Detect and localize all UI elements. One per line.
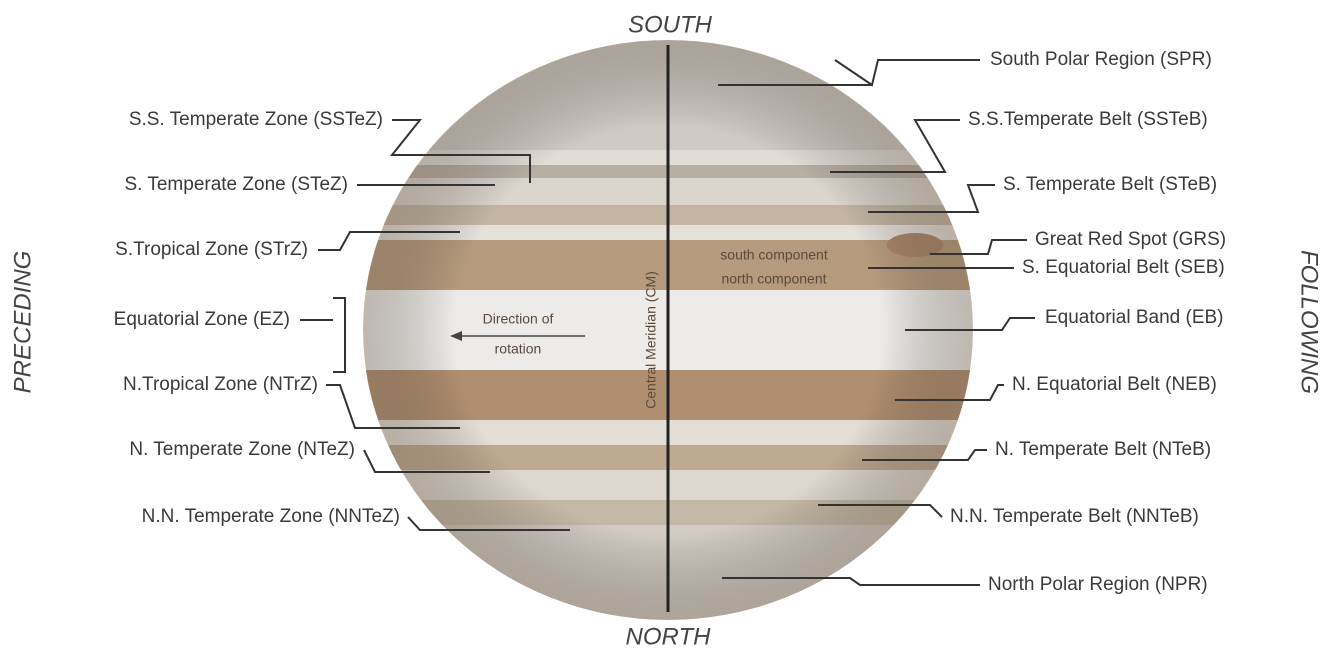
belt-label: Great Red Spot (GRS) <box>1035 229 1226 250</box>
zone-label: N. Temperate Zone (NTeZ) <box>129 439 355 460</box>
belt-label: N. Temperate Belt (NTeB) <box>995 439 1211 460</box>
seb-component: south component <box>720 247 828 263</box>
leader-line <box>830 119 960 173</box>
belt-label: N.N. Temperate Belt (NNTeB) <box>950 506 1199 527</box>
leader-line <box>905 317 1035 331</box>
zone-label: S. Temperate Zone (STeZ) <box>124 174 348 195</box>
zone-label: N.N. Temperate Zone (NNTeZ) <box>142 506 400 527</box>
leader-line <box>818 504 943 518</box>
belt-label: S.S.Temperate Belt (SSTeB) <box>968 109 1208 130</box>
leader-line <box>318 231 460 251</box>
belt-label: S. Equatorial Belt (SEB) <box>1022 257 1225 278</box>
leader-line <box>930 239 1027 255</box>
leader-line <box>326 384 460 429</box>
zone-label: S.S. Temperate Zone (SSTeZ) <box>129 109 383 130</box>
following-label: FOLLOWING <box>1296 250 1323 394</box>
leader-line <box>722 577 980 586</box>
leader-line <box>718 59 980 87</box>
ez-brace <box>333 297 346 373</box>
south-label: SOUTH <box>628 11 713 38</box>
leader-line <box>407 516 570 531</box>
rotation-label: rotation <box>495 341 542 357</box>
zone-label: S.Tropical Zone (STrZ) <box>115 239 308 260</box>
planet <box>363 40 973 620</box>
belt-label: N. Equatorial Belt (NEB) <box>1012 374 1217 395</box>
belt-label: Equatorial Band (EB) <box>1045 307 1224 328</box>
leader-line <box>868 184 995 213</box>
rotation-label: Direction of <box>483 311 554 327</box>
zone-label: N.Tropical Zone (NTrZ) <box>123 374 318 395</box>
central-meridian-label: Central Meridian (CM) <box>643 271 659 409</box>
leader-line <box>895 384 1004 401</box>
belt-label: South Polar Region (SPR) <box>990 49 1212 70</box>
leader-line <box>389 119 531 183</box>
zone-label: Equatorial Zone (EZ) <box>114 309 290 330</box>
arrow-head <box>450 331 462 341</box>
leader-line <box>862 449 987 461</box>
belt-label: North Polar Region (NPR) <box>988 574 1208 595</box>
belt-label: S. Temperate Belt (STeB) <box>1003 174 1217 195</box>
north-label: NORTH <box>626 623 712 650</box>
leader-line <box>363 449 490 473</box>
seb-component: north component <box>721 271 826 287</box>
preceding-label: PRECEDING <box>9 251 36 394</box>
